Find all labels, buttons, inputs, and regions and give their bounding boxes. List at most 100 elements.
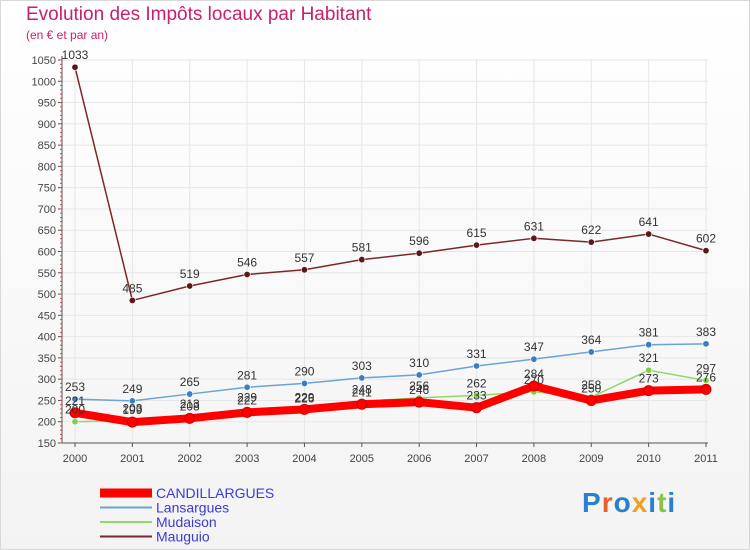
y-tick-label: 750 [38, 183, 56, 195]
y-tick-label: 250 [38, 395, 56, 407]
series [69, 63, 712, 428]
data-point-lansargues [702, 340, 710, 348]
data-label-lansargues: 253 [65, 380, 85, 394]
y-tick-label: 1000 [32, 76, 56, 88]
y-tick-label: 800 [38, 161, 56, 173]
data-label-mudaison: 213 [180, 397, 200, 411]
grid [62, 59, 708, 444]
y-tick-label: 650 [38, 225, 56, 237]
y-tick-label: 600 [38, 247, 56, 259]
data-point-mauguio [186, 282, 194, 290]
y-tick-label: 450 [38, 310, 56, 322]
logo-text: Proxiti [582, 487, 677, 518]
data-point-candillargues [413, 396, 425, 408]
data-point-candillargues [643, 385, 655, 397]
y-tick-label: 400 [38, 332, 56, 344]
data-label-mudaison: 262 [467, 376, 487, 390]
data-point-lansargues [645, 341, 653, 349]
data-label-mudaison: 258 [581, 378, 601, 392]
data-point-lansargues [473, 362, 481, 370]
data-point-lansargues [186, 390, 194, 398]
data-label-mauguio: 519 [180, 267, 200, 281]
y-tick-label: 300 [38, 374, 56, 386]
data-point-lansargues [243, 383, 251, 391]
data-point-mauguio [587, 238, 595, 246]
data-label-mauguio: 485 [122, 281, 142, 295]
data-label-mauguio: 1033 [62, 48, 89, 62]
x-tick-label: 2004 [292, 453, 316, 465]
data-point-lansargues [415, 371, 423, 379]
data-point-mauguio [243, 270, 251, 278]
data-label-lansargues: 383 [696, 325, 716, 339]
data-point-mauguio [415, 249, 423, 257]
x-tick-label: 2006 [407, 453, 431, 465]
legend-label-lansargues: Lansargues [156, 500, 229, 516]
data-labels: 1033 485 519 546 557 581 596 615 631 622 641 602 253… [62, 48, 717, 417]
y-tick-label: 350 [38, 353, 56, 365]
data-label-lansargues: 303 [352, 359, 372, 373]
x-tick-label: 2002 [177, 453, 201, 465]
data-point-lansargues [530, 355, 538, 363]
data-point-lansargues [358, 374, 366, 382]
data-point-mudaison [645, 366, 653, 374]
data-label-candillargues: 284 [524, 367, 544, 381]
x-tick-label: 2005 [350, 453, 374, 465]
data-point-mauguio [358, 256, 366, 264]
data-point-candillargues [528, 380, 540, 392]
y-tick-label: 500 [38, 289, 56, 301]
y-tick-label: 550 [38, 268, 56, 280]
data-label-lansargues: 281 [237, 368, 257, 382]
data-label-mauguio: 615 [467, 226, 487, 240]
y-tick-label: 950 [38, 98, 56, 110]
data-label-candillargues: 233 [467, 389, 487, 403]
legend-label-mauguio: Mauguio [156, 529, 210, 545]
data-point-mudaison [473, 391, 481, 399]
data-point-candillargues [126, 416, 138, 428]
data-label-mauguio: 596 [409, 234, 429, 248]
data-point-mauguio [530, 234, 538, 242]
series-line-mauguio [74, 66, 707, 302]
data-label-candillargues: 250 [581, 381, 601, 395]
x-tick-label: 2008 [522, 453, 546, 465]
y-tick-label: 1050 [32, 55, 56, 67]
data-label-lansargues: 347 [524, 340, 544, 354]
data-label-mauguio: 641 [639, 215, 659, 229]
data-label-lansargues: 364 [581, 333, 601, 347]
x-tick-label: 2000 [63, 453, 87, 465]
data-label-mudaison: 229 [237, 390, 257, 404]
y-tick-label: 850 [38, 140, 56, 152]
data-label-mauguio: 631 [524, 219, 544, 233]
data-label-lansargues: 381 [639, 326, 659, 340]
data-label-lansargues: 310 [409, 356, 429, 370]
data-label-mauguio: 581 [352, 241, 372, 255]
data-point-mauguio [473, 241, 481, 249]
data-point-mauguio [300, 266, 308, 274]
series-line-candillargues [71, 381, 710, 427]
x-tick-label: 2011 [694, 453, 718, 465]
data-point-candillargues [69, 407, 81, 419]
data-label-lansargues: 265 [180, 375, 200, 389]
chart-title: Evolution des Impôts locaux par Habitant [26, 4, 372, 25]
axes: 150 200 250 300 350 400 450 500 550 600 650 700 750 8… [32, 55, 718, 465]
data-label-mudaison: 203 [122, 401, 142, 415]
data-label-mauguio: 557 [294, 251, 314, 265]
data-label-lansargues: 290 [294, 364, 314, 378]
data-point-lansargues [71, 395, 79, 403]
data-label-mudaison: 297 [696, 361, 716, 375]
data-point-lansargues [300, 379, 308, 387]
data-label-candillargues: 229 [294, 390, 314, 404]
data-label-lansargues: 331 [467, 347, 487, 361]
data-label-candillargues: 222 [237, 393, 257, 407]
proxiti-logo: Proxiti [582, 487, 676, 519]
data-label-mauguio: 622 [581, 223, 601, 237]
data-point-candillargues [356, 398, 368, 410]
data-label-candillargues: 208 [180, 399, 200, 413]
data-point-candillargues [184, 412, 196, 424]
series-line-lansargues [74, 343, 707, 402]
data-label-candillargues: 273 [639, 372, 659, 386]
data-point-candillargues [298, 403, 310, 415]
data-point-mudaison [702, 376, 710, 384]
data-label-mudaison: 248 [352, 382, 372, 396]
